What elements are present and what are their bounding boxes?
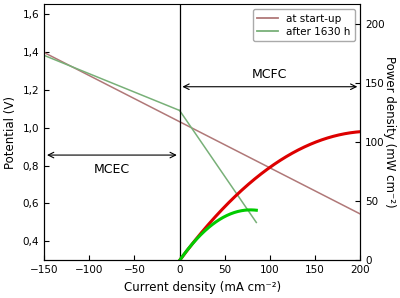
Legend: at start-up, after 1630 h: at start-up, after 1630 h (253, 9, 355, 41)
Y-axis label: Potential (V): Potential (V) (4, 96, 17, 169)
X-axis label: Current density (mA cm⁻²): Current density (mA cm⁻²) (124, 281, 281, 294)
Y-axis label: Power density (mW cm⁻²): Power density (mW cm⁻²) (383, 57, 396, 208)
Text: MCEC: MCEC (94, 163, 130, 176)
Text: MCFC: MCFC (252, 68, 288, 81)
